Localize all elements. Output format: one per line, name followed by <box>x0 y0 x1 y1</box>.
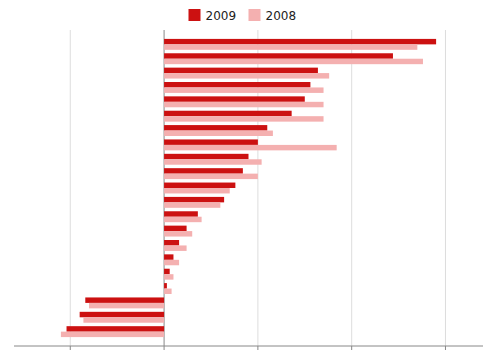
bar <box>164 139 258 144</box>
bar <box>164 174 258 179</box>
x-tick <box>257 346 258 350</box>
legend: 2009 2008 <box>189 9 297 23</box>
bar <box>164 73 329 78</box>
bar <box>164 44 417 49</box>
bar <box>164 283 167 288</box>
x-tick <box>164 346 165 350</box>
x-axis-line <box>14 346 483 347</box>
bar <box>164 59 423 64</box>
bar <box>164 96 305 101</box>
bar <box>164 125 267 130</box>
bar <box>164 260 179 265</box>
legend-swatch <box>189 9 201 21</box>
chart-svg: 2009 2008 <box>0 0 497 358</box>
bar <box>164 211 198 216</box>
bar <box>164 289 172 294</box>
bar <box>164 269 170 274</box>
grid-line <box>445 30 446 346</box>
bar <box>67 326 165 331</box>
x-tick <box>70 346 71 350</box>
bar <box>164 254 173 259</box>
bar <box>89 303 164 308</box>
bar <box>164 131 273 136</box>
legend-label: 2009 <box>206 9 237 23</box>
grid-line <box>70 30 71 346</box>
bar <box>164 202 220 207</box>
bar <box>164 53 393 58</box>
bar <box>164 197 224 202</box>
bar <box>164 245 187 250</box>
bar <box>164 231 192 236</box>
bar <box>164 82 310 87</box>
bar <box>164 240 179 245</box>
x-tick <box>445 346 446 350</box>
bar <box>83 317 164 322</box>
background <box>0 0 497 358</box>
bar <box>61 332 164 337</box>
bar <box>80 312 164 317</box>
bar <box>164 159 262 164</box>
bar <box>164 102 323 107</box>
bars <box>61 39 436 337</box>
legend-label: 2008 <box>266 9 297 23</box>
legend-swatch <box>249 9 261 21</box>
bar <box>164 188 230 193</box>
grid <box>70 30 445 346</box>
bar <box>164 154 248 159</box>
bar <box>164 217 202 222</box>
bar <box>164 111 292 116</box>
bar <box>164 145 337 150</box>
bar <box>164 87 323 92</box>
bar <box>164 68 318 73</box>
bar <box>164 39 436 44</box>
chart-container: 2009 2008 <box>0 0 497 358</box>
bar <box>164 274 173 279</box>
bar <box>164 183 235 188</box>
x-axis <box>14 346 483 350</box>
x-tick <box>351 346 352 350</box>
bar <box>85 297 164 302</box>
bar <box>164 168 243 173</box>
bar <box>164 116 323 121</box>
grid-line <box>351 30 352 346</box>
bar <box>164 226 187 231</box>
